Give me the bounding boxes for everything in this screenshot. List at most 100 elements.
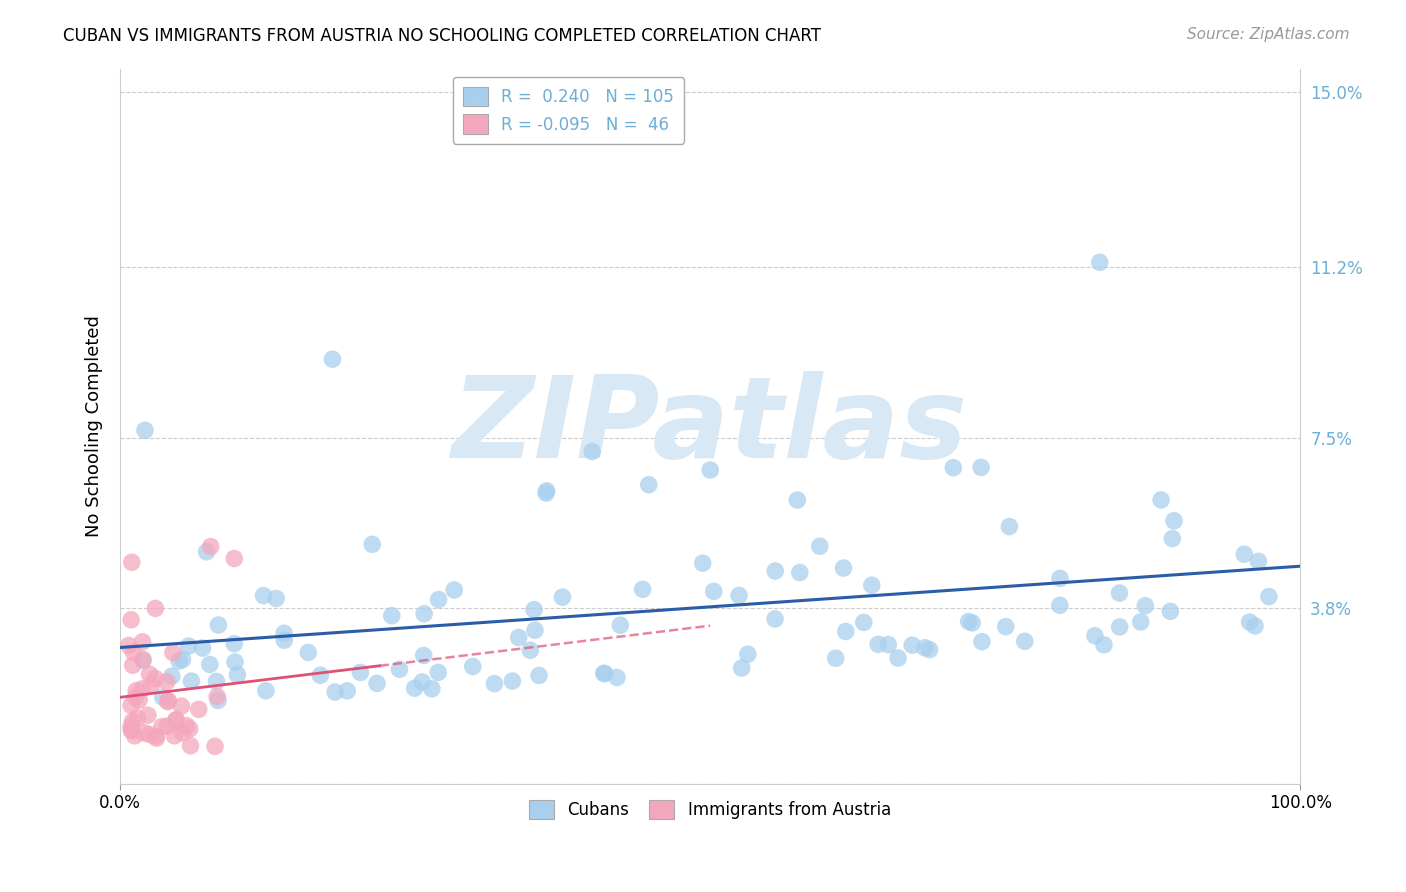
Point [957, 615, 980, 629]
Point [1244, 619, 1267, 633]
Point [411, 675, 433, 690]
Point [412, 648, 434, 663]
Point [124, 729, 146, 743]
Point [501, 674, 523, 689]
Point [121, 555, 143, 569]
Point [527, 668, 550, 682]
Point [551, 590, 574, 604]
Point [536, 483, 558, 498]
Point [523, 602, 546, 616]
Point [523, 624, 546, 638]
Point [901, 638, 924, 652]
Point [226, 667, 249, 681]
Point [381, 608, 404, 623]
Point [763, 612, 786, 626]
Point [191, 640, 214, 655]
Point [420, 681, 443, 696]
Point [131, 681, 153, 696]
Point [128, 693, 150, 707]
Point [198, 657, 221, 672]
Point [323, 685, 346, 699]
Point [1014, 634, 1036, 648]
Point [121, 658, 143, 673]
Point [593, 666, 616, 681]
Point [176, 718, 198, 732]
Point [156, 695, 179, 709]
Point [1049, 571, 1071, 585]
Point [484, 676, 506, 690]
Point [252, 589, 274, 603]
Point [443, 582, 465, 597]
Point [592, 666, 614, 681]
Point [366, 676, 388, 690]
Text: Source: ZipAtlas.com: Source: ZipAtlas.com [1187, 27, 1350, 42]
Point [297, 645, 319, 659]
Point [960, 615, 983, 630]
Point [321, 352, 343, 367]
Point [994, 619, 1017, 633]
Text: ZIPatlas: ZIPatlas [453, 371, 969, 482]
Point [205, 690, 228, 704]
Point [728, 588, 751, 602]
Point [361, 537, 384, 551]
Point [157, 694, 180, 708]
Point [205, 674, 228, 689]
Point [832, 561, 855, 575]
Point [1108, 586, 1130, 600]
Point [1108, 620, 1130, 634]
Point [145, 601, 167, 615]
Point [824, 651, 846, 665]
Point [224, 637, 246, 651]
Point [160, 669, 183, 683]
Point [207, 618, 229, 632]
Point [145, 672, 167, 686]
Point [731, 661, 754, 675]
Point [852, 615, 875, 630]
Point [519, 643, 541, 657]
Point [868, 637, 890, 651]
Point [120, 698, 142, 713]
Point [124, 690, 146, 705]
Point [224, 655, 246, 669]
Point [1239, 615, 1261, 629]
Point [134, 423, 156, 437]
Point [606, 671, 628, 685]
Point [132, 725, 155, 739]
Point [1161, 532, 1184, 546]
Point [1129, 615, 1152, 629]
Point [162, 646, 184, 660]
Point [1247, 554, 1270, 568]
Point [125, 683, 148, 698]
Point [970, 634, 993, 648]
Point [132, 652, 155, 666]
Point [789, 566, 811, 580]
Point [427, 665, 450, 680]
Point [699, 463, 721, 477]
Point [404, 681, 426, 696]
Point [180, 674, 202, 689]
Point [877, 638, 900, 652]
Point [737, 647, 759, 661]
Point [631, 582, 654, 597]
Point [1049, 599, 1071, 613]
Point [388, 662, 411, 676]
Point [138, 667, 160, 681]
Point [273, 633, 295, 648]
Point [763, 564, 786, 578]
Point [131, 635, 153, 649]
Point [786, 493, 808, 508]
Point [180, 739, 202, 753]
Point [808, 539, 831, 553]
Point [942, 460, 965, 475]
Point [1257, 590, 1279, 604]
Point [118, 639, 141, 653]
Point [1084, 629, 1107, 643]
Point [156, 719, 179, 733]
Point [163, 729, 186, 743]
Point [136, 708, 159, 723]
Point [970, 460, 993, 475]
Point [508, 631, 530, 645]
Point [1088, 255, 1111, 269]
Point [1163, 514, 1185, 528]
Point [461, 659, 484, 673]
